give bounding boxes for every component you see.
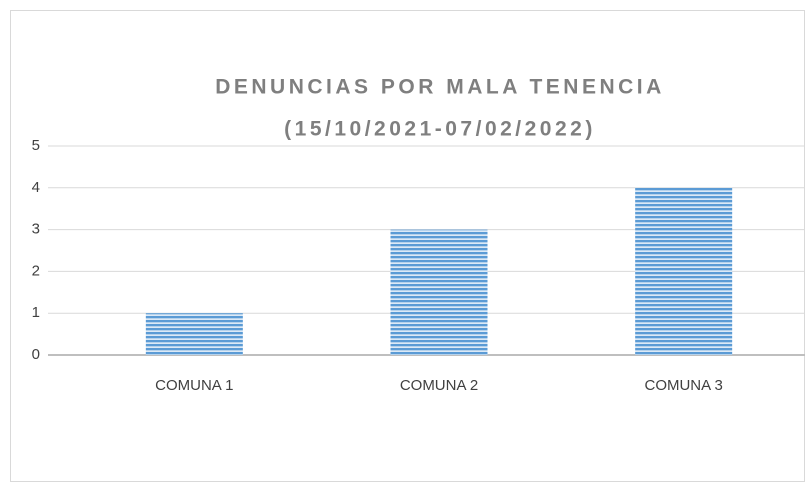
x-tick-label: COMUNA 3 xyxy=(644,377,722,394)
y-tick-label: 5 xyxy=(32,137,40,154)
x-tick-label: COMUNA 2 xyxy=(400,377,478,394)
chart-title: (15/10/2021-07/02/2022) xyxy=(284,118,596,141)
y-tick-label: 3 xyxy=(32,221,40,238)
chart-title: DENUNCIAS POR MALA TENENCIA xyxy=(215,76,665,99)
y-tick-label: 2 xyxy=(32,262,40,279)
bar xyxy=(390,229,488,355)
x-tick-label: COMUNA 1 xyxy=(155,377,233,394)
y-tick-label: 1 xyxy=(32,304,40,321)
y-tick-label: 0 xyxy=(32,346,40,363)
y-tick-label: 4 xyxy=(32,179,40,196)
bar xyxy=(145,313,243,355)
bar xyxy=(635,187,733,355)
